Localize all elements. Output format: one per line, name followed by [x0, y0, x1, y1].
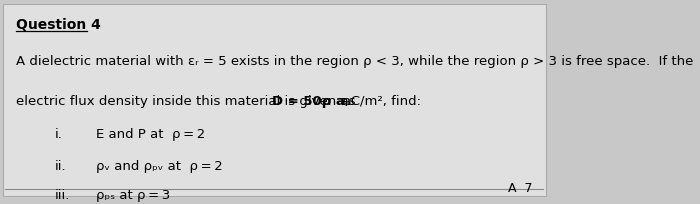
- Text: i.: i.: [55, 128, 63, 141]
- Text: ii.: ii.: [55, 160, 66, 173]
- Text: D = 50ρ aₚ: D = 50ρ aₚ: [272, 95, 351, 108]
- Text: nC/m², find:: nC/m², find:: [337, 95, 421, 108]
- Text: A dielectric material with εᵣ = 5 exists in the region ρ < 3, while the region ρ: A dielectric material with εᵣ = 5 exists…: [17, 55, 694, 68]
- Text: E and P at  ρ = 2: E and P at ρ = 2: [96, 128, 205, 141]
- Text: Question 4: Question 4: [17, 18, 102, 32]
- Text: electric flux density inside this material is given as: electric flux density inside this materi…: [17, 95, 360, 108]
- FancyBboxPatch shape: [3, 4, 546, 196]
- Text: A  7: A 7: [508, 182, 533, 195]
- Text: ρᵥ and ρₚᵥ at  ρ = 2: ρᵥ and ρₚᵥ at ρ = 2: [96, 160, 223, 173]
- Text: iii.: iii.: [55, 189, 70, 202]
- Text: ρₚₛ at ρ = 3: ρₚₛ at ρ = 3: [96, 189, 170, 202]
